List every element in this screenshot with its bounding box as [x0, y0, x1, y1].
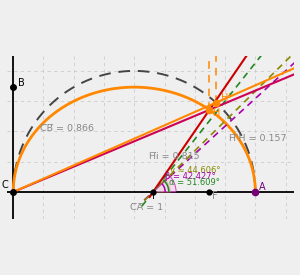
- Text: H̅'H = 0.157: H̅'H = 0.157: [229, 134, 286, 143]
- Text: H': H': [221, 94, 231, 103]
- Text: I: I: [152, 191, 154, 201]
- Text: A: A: [259, 182, 266, 192]
- Wedge shape: [153, 180, 170, 192]
- Text: γ ≈ 44.606°: γ ≈ 44.606°: [170, 166, 220, 175]
- Text: α = 51.609°: α = 51.609°: [169, 178, 220, 187]
- Wedge shape: [153, 177, 176, 192]
- Text: B: B: [18, 78, 25, 88]
- Text: C̅A̅ = 1: C̅A̅ = 1: [130, 203, 163, 212]
- Text: β = 42.427°: β = 42.427°: [165, 172, 216, 181]
- Text: C̅B̅ = 0.866: C̅B̅ = 0.866: [40, 125, 94, 133]
- Text: H̅i = 0.815: H̅i = 0.815: [149, 152, 200, 161]
- Text: C: C: [2, 180, 8, 190]
- Text: F: F: [212, 191, 218, 201]
- Text: H: H: [213, 108, 220, 118]
